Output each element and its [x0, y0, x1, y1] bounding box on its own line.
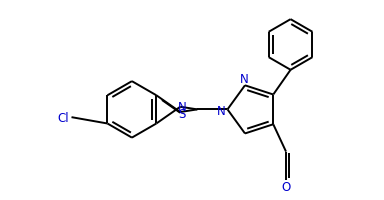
- Text: S: S: [179, 108, 186, 120]
- Text: Cl: Cl: [57, 111, 69, 124]
- Text: O: O: [281, 180, 291, 193]
- Text: N: N: [240, 73, 248, 86]
- Text: N: N: [178, 101, 187, 114]
- Text: N: N: [217, 105, 226, 118]
